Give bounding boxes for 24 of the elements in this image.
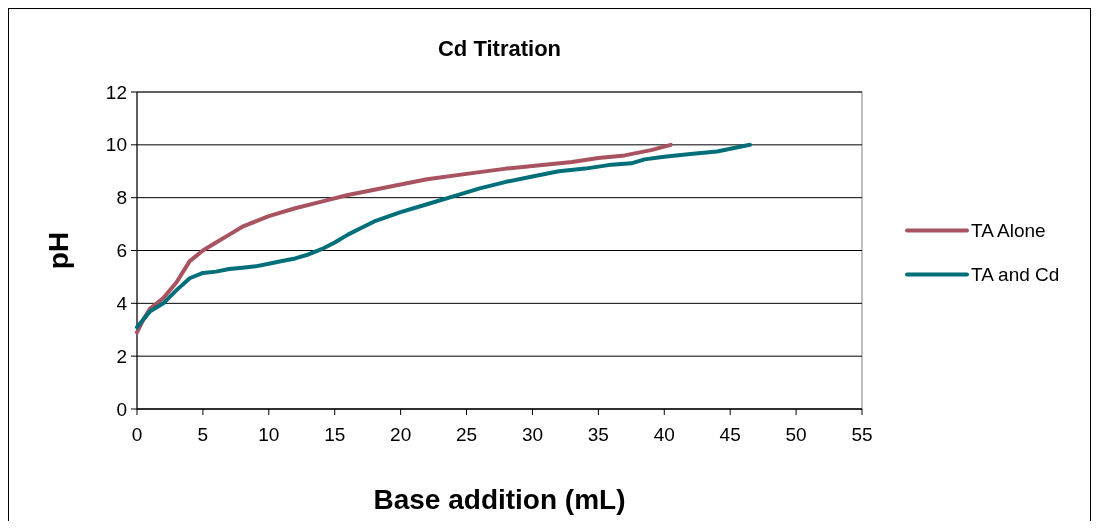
x-tick-label: 35 <box>587 424 609 445</box>
legend-label: TA and Cd <box>971 264 1060 286</box>
y-tick-label: 2 <box>116 345 127 367</box>
y-tick-label: 10 <box>105 134 127 156</box>
x-tick-label: 45 <box>719 424 741 445</box>
x-axis-title: Base addition (mL) <box>373 484 626 515</box>
y-tick-label: 4 <box>116 292 128 314</box>
x-tick-label: 50 <box>785 424 807 445</box>
x-tick-label: 30 <box>521 424 544 445</box>
y-tick-label: 6 <box>116 240 127 262</box>
x-tick-label: 15 <box>324 424 346 445</box>
chart-title: Cd Titration <box>437 36 562 61</box>
x-tick-label: 10 <box>258 424 280 445</box>
x-tick-label: 20 <box>390 424 412 445</box>
legend-label: TA Alone <box>971 220 1046 242</box>
y-tick-label: 12 <box>105 81 127 103</box>
y-axis-title: pH <box>43 231 74 270</box>
y-tick-label: 0 <box>116 398 127 420</box>
x-tick-label: 55 <box>851 424 873 445</box>
x-tick-label: 25 <box>455 424 478 445</box>
x-tick-label: 40 <box>653 424 675 445</box>
y-tick-label: 8 <box>116 187 127 209</box>
x-tick-label: 5 <box>197 424 209 445</box>
x-tick-label: 0 <box>131 424 143 445</box>
